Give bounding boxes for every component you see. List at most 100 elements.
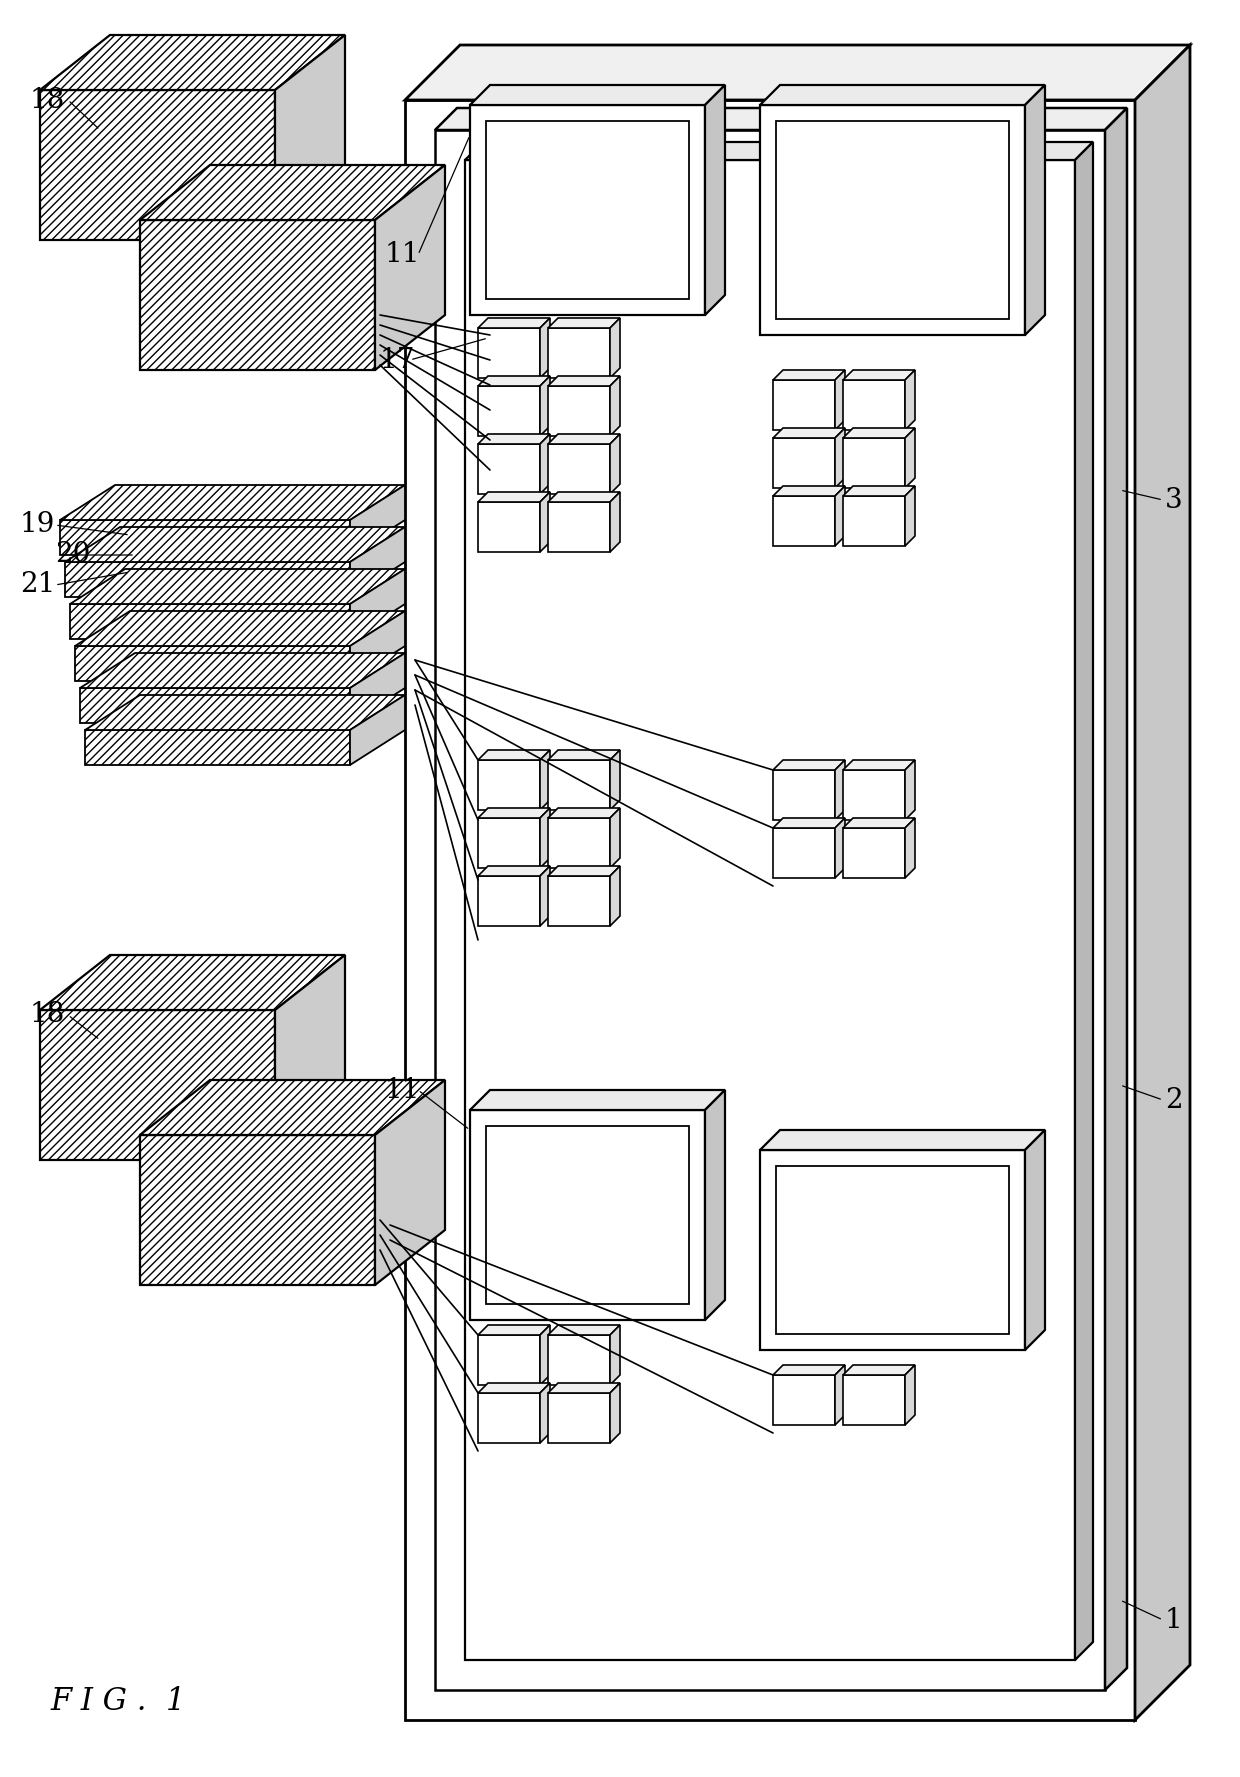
Text: 11: 11 <box>384 1077 420 1104</box>
Polygon shape <box>350 485 405 554</box>
Polygon shape <box>486 121 689 299</box>
Polygon shape <box>835 485 844 546</box>
Polygon shape <box>477 1393 539 1443</box>
Polygon shape <box>539 1383 551 1443</box>
Polygon shape <box>74 647 350 681</box>
Polygon shape <box>435 108 1127 130</box>
Polygon shape <box>539 809 551 867</box>
Polygon shape <box>548 761 610 810</box>
Polygon shape <box>435 130 1105 1690</box>
Polygon shape <box>773 496 835 546</box>
Polygon shape <box>706 1089 725 1320</box>
Polygon shape <box>548 1335 610 1384</box>
Polygon shape <box>835 370 844 430</box>
Text: 3: 3 <box>1166 487 1183 514</box>
Polygon shape <box>470 1111 706 1320</box>
Text: 19: 19 <box>20 512 56 538</box>
Polygon shape <box>86 730 350 766</box>
Polygon shape <box>477 865 551 876</box>
Polygon shape <box>60 521 350 554</box>
Polygon shape <box>610 865 620 926</box>
Polygon shape <box>477 501 539 553</box>
Polygon shape <box>405 100 1135 1720</box>
Polygon shape <box>843 761 915 769</box>
Polygon shape <box>610 434 620 494</box>
Polygon shape <box>843 437 905 489</box>
Polygon shape <box>548 318 620 329</box>
Polygon shape <box>905 761 915 819</box>
Polygon shape <box>140 1080 445 1136</box>
Polygon shape <box>760 85 1045 105</box>
Polygon shape <box>1075 142 1092 1660</box>
Polygon shape <box>477 750 551 761</box>
Polygon shape <box>64 528 405 562</box>
Polygon shape <box>773 437 835 489</box>
Text: 18: 18 <box>30 1002 66 1029</box>
Text: 20: 20 <box>55 542 91 569</box>
Polygon shape <box>350 695 405 766</box>
Polygon shape <box>610 318 620 379</box>
Polygon shape <box>477 318 551 329</box>
Polygon shape <box>773 828 835 878</box>
Polygon shape <box>477 386 539 435</box>
Polygon shape <box>776 121 1009 320</box>
Text: 1: 1 <box>1166 1606 1183 1633</box>
Polygon shape <box>1135 44 1190 1720</box>
Polygon shape <box>843 817 915 828</box>
Polygon shape <box>350 652 405 723</box>
Polygon shape <box>773 485 844 496</box>
Polygon shape <box>548 750 620 761</box>
Polygon shape <box>539 318 551 379</box>
Polygon shape <box>843 485 915 496</box>
Polygon shape <box>905 370 915 430</box>
Polygon shape <box>905 428 915 489</box>
Polygon shape <box>548 817 610 867</box>
Polygon shape <box>405 44 1190 100</box>
Polygon shape <box>140 1136 374 1285</box>
Polygon shape <box>548 501 610 553</box>
Polygon shape <box>905 1365 915 1425</box>
Polygon shape <box>773 1375 835 1425</box>
Polygon shape <box>773 380 835 430</box>
Polygon shape <box>486 1127 689 1304</box>
Text: 2: 2 <box>1166 1086 1183 1114</box>
Polygon shape <box>40 1009 275 1160</box>
Polygon shape <box>548 1383 620 1393</box>
Polygon shape <box>548 329 610 379</box>
Polygon shape <box>465 160 1075 1660</box>
Polygon shape <box>610 377 620 435</box>
Polygon shape <box>843 1365 915 1375</box>
Polygon shape <box>74 611 405 647</box>
Polygon shape <box>86 695 405 730</box>
Polygon shape <box>835 817 844 878</box>
Text: 11: 11 <box>384 242 420 268</box>
Polygon shape <box>610 809 620 867</box>
Polygon shape <box>539 377 551 435</box>
Polygon shape <box>539 492 551 553</box>
Polygon shape <box>275 954 345 1160</box>
Polygon shape <box>465 142 1092 160</box>
Polygon shape <box>40 954 345 1009</box>
Polygon shape <box>548 1393 610 1443</box>
Text: 21: 21 <box>20 572 56 599</box>
Polygon shape <box>539 865 551 926</box>
Polygon shape <box>773 428 844 437</box>
Polygon shape <box>477 377 551 386</box>
Polygon shape <box>773 817 844 828</box>
Polygon shape <box>64 562 350 597</box>
Polygon shape <box>477 329 539 379</box>
Polygon shape <box>843 428 915 437</box>
Polygon shape <box>548 386 610 435</box>
Polygon shape <box>610 1326 620 1384</box>
Polygon shape <box>275 36 345 240</box>
Polygon shape <box>548 492 620 501</box>
Polygon shape <box>69 604 350 640</box>
Polygon shape <box>140 220 374 370</box>
Polygon shape <box>760 1130 1045 1150</box>
Polygon shape <box>1105 108 1127 1690</box>
Polygon shape <box>548 876 610 926</box>
Polygon shape <box>548 1326 620 1335</box>
Polygon shape <box>548 444 610 494</box>
Polygon shape <box>843 1375 905 1425</box>
Polygon shape <box>470 1089 725 1111</box>
